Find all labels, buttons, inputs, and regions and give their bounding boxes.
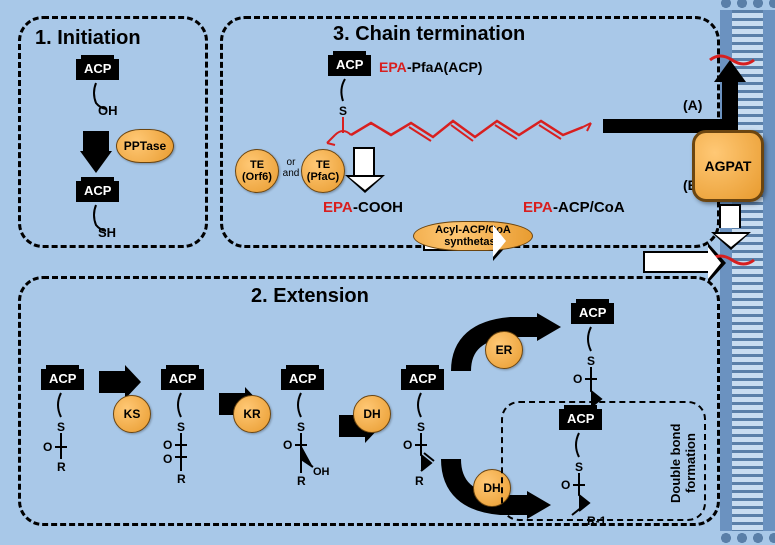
ext-acp-er: ACP: [571, 303, 614, 324]
ext-acp-3: ACP: [281, 369, 324, 390]
arrow-to-cooh: [353, 147, 375, 175]
acyl-label: Acyl-ACP/CoA synthetase: [422, 224, 524, 248]
svg-text:R: R: [177, 472, 186, 486]
svg-text:O: O: [403, 438, 412, 452]
arrow-initiation-down: [80, 151, 112, 173]
sh-label: SH: [98, 225, 116, 240]
agpat: AGPAT: [692, 130, 764, 202]
svg-text:R: R: [297, 474, 306, 488]
svg-text:O: O: [283, 438, 292, 452]
epa-cooh-suffix: -COOH: [353, 199, 403, 216]
svg-text:S: S: [587, 354, 595, 368]
title-termination: 3. Chain termination: [333, 23, 525, 46]
svg-text:S: S: [339, 104, 347, 118]
ks-enzyme: KS: [113, 395, 151, 433]
acp-top: ACP: [76, 59, 119, 80]
double-bond-box: ACP S O R-1 Double bond formation: [501, 401, 706, 521]
acyl-synthetase: Acyl-ACP/CoA synthetase: [413, 221, 533, 251]
panel-termination: 3. Chain termination ACP EPA -PfaA(ACP) …: [220, 16, 720, 248]
ks-label: KS: [124, 407, 141, 421]
dh-label: DH: [363, 407, 380, 421]
arrow-ext-1: [99, 371, 125, 393]
epa-acp-suffix: -ACP/CoA: [553, 199, 625, 216]
pptase-enzyme: PPTase: [116, 129, 174, 163]
svg-text:R: R: [57, 460, 66, 474]
epa-chain: S: [313, 75, 603, 155]
panel-extension: 2. Extension ACP S O R KS ACP S O O R KR…: [18, 276, 720, 526]
dh2-label: DH: [483, 481, 500, 495]
agpat-label: AGPAT: [705, 158, 752, 174]
dh-enzyme: DH: [353, 395, 391, 433]
kr-enzyme: KR: [233, 395, 271, 433]
ext-acp-4: ACP: [401, 369, 444, 390]
arrow-path-b: [643, 251, 708, 273]
ext-acp-1: ACP: [41, 369, 84, 390]
arrow-agpat-down: [719, 204, 741, 228]
epa-cooh-red: EPA: [323, 199, 353, 216]
te-orf6: TE (Orf6): [235, 149, 279, 193]
svg-text:S: S: [417, 420, 425, 434]
acp-term: ACP: [328, 55, 371, 76]
svg-text:S: S: [575, 460, 583, 474]
svg-text:O: O: [573, 372, 582, 386]
svg-text:S: S: [297, 420, 305, 434]
or-and: or and: [280, 157, 302, 179]
epa-pfaa-red: EPA: [379, 59, 407, 75]
te-orf6-label: TE (Orf6): [236, 159, 278, 183]
ext-acp-2: ACP: [161, 369, 204, 390]
er-label: ER: [496, 343, 513, 357]
svg-text:R-1: R-1: [587, 514, 607, 528]
svg-text:O: O: [163, 452, 172, 466]
te-pfac: TE (PfaC): [301, 149, 345, 193]
ext-acp-db: ACP: [559, 409, 602, 430]
svg-text:R: R: [415, 474, 424, 488]
pfaa-suffix: -PfaA(ACP): [407, 59, 482, 75]
pptase-label: PPTase: [124, 139, 166, 153]
kr-label: KR: [243, 407, 260, 421]
svg-text:O: O: [561, 478, 570, 492]
te-pfac-label: TE (PfaC): [302, 159, 344, 183]
epa-acp-red: EPA: [523, 199, 553, 216]
svg-text:S: S: [57, 420, 65, 434]
svg-text:OH: OH: [313, 466, 330, 478]
panel-initiation: 1. Initiation ACP OH PPTase ACP SH: [18, 16, 208, 248]
svg-text:O: O: [43, 440, 52, 454]
svg-text:S: S: [177, 420, 185, 434]
acp-bottom: ACP: [76, 181, 119, 202]
oh-label: OH: [98, 103, 118, 118]
double-bond-label: Double bond formation: [668, 411, 698, 515]
er-enzyme: ER: [485, 331, 523, 369]
label-a: (A): [683, 97, 702, 113]
title-initiation: 1. Initiation: [35, 27, 141, 50]
svg-text:O: O: [163, 438, 172, 452]
title-extension: 2. Extension: [251, 285, 369, 308]
